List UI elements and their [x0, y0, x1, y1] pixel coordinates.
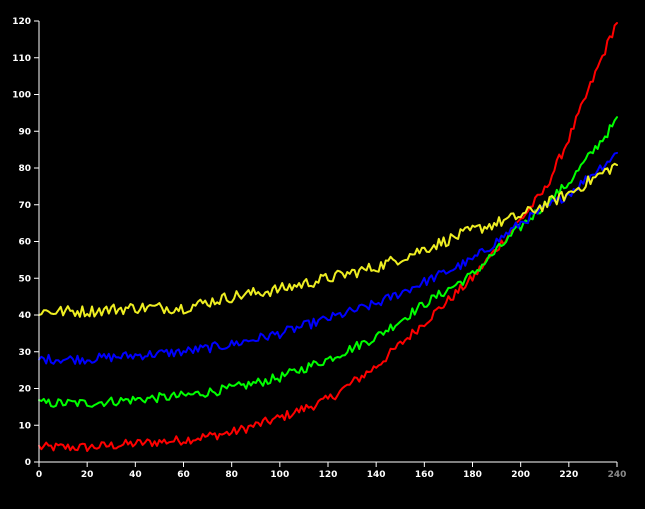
x-tick-label: 220: [559, 470, 578, 480]
x-tick-label: 40: [129, 470, 142, 480]
y-tick-label: 40: [18, 311, 31, 321]
x-tick-label: 180: [463, 470, 482, 480]
y-tick-label: 60: [18, 238, 31, 248]
series-line-3: [38, 151, 618, 365]
y-tick-label: 10: [18, 421, 31, 431]
y-tick-label: 90: [18, 127, 31, 137]
y-tick-label: 80: [18, 164, 31, 174]
x-tick-label: 240: [608, 470, 627, 480]
series-layer: [38, 22, 618, 452]
x-tick-label: 20: [81, 470, 94, 480]
y-tick-label: 70: [18, 201, 31, 211]
x-tick-label: 60: [177, 470, 190, 480]
x-tick-label: 120: [319, 470, 338, 480]
x-tick-label: 200: [511, 470, 530, 480]
x-tick-label: 80: [225, 470, 238, 480]
series-line-2: [38, 116, 618, 408]
y-tick-label: 100: [12, 91, 31, 101]
series-line-4: [38, 162, 618, 318]
x-tick-label: 100: [270, 470, 289, 480]
y-tick-label: 30: [18, 348, 31, 358]
y-tick-label: 50: [18, 274, 31, 284]
series-line-1: [38, 22, 618, 452]
x-tick-label: 140: [367, 470, 386, 480]
y-tick-label: 120: [12, 17, 31, 27]
axes-layer: [38, 21, 617, 463]
x-tick-label: 160: [415, 470, 434, 480]
y-tick-label: 110: [12, 54, 31, 64]
y-tick-label: 20: [18, 385, 31, 395]
x-tick-label: 0: [36, 470, 42, 480]
y-tick-label: 0: [25, 458, 31, 468]
x-axis-ticks: 0 20 40 60 80 100 120 140 160 180 200 220 240: [36, 462, 627, 480]
y-axis-ticks: 0 10 20 30 40 50 60 70 80 90 100 110 120: [12, 17, 39, 468]
